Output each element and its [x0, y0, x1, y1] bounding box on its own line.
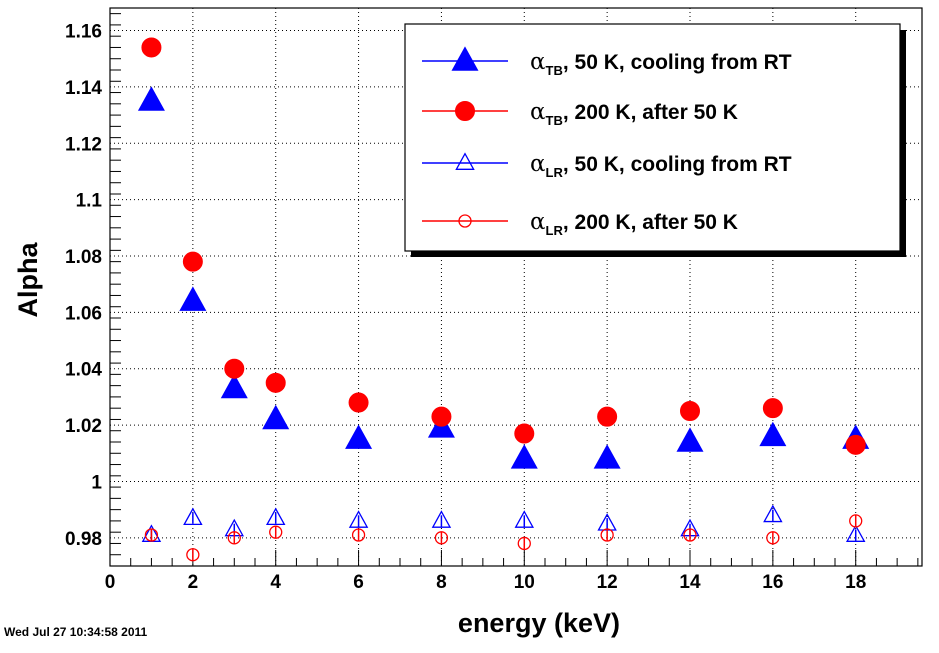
data-point — [141, 37, 162, 58]
series-4 — [144, 514, 863, 562]
y-tick-label: 1 — [91, 472, 102, 493]
y-tick-label: 1.14 — [65, 78, 102, 99]
y-tick-label: 1.12 — [65, 134, 102, 155]
data-point — [262, 404, 290, 430]
y-axis-label: Alpha — [13, 242, 43, 318]
legend-label: αLR, 50 K, cooling from RT — [530, 151, 792, 180]
legend-marker — [455, 152, 475, 170]
tick-labels: 0 2 4 6 8 10 12 14 16 18 0.98 1 1.02 1.04 1.06 1.08 1.1 1… — [65, 22, 866, 593]
data-point — [766, 531, 780, 545]
y-tick-label: 1.08 — [65, 247, 102, 268]
data-point — [517, 536, 531, 551]
data-point — [137, 86, 165, 111]
data-point — [680, 401, 700, 421]
data-point — [762, 398, 783, 419]
data-point — [220, 373, 248, 399]
data-point — [514, 423, 535, 444]
x-tick-label: 4 — [270, 572, 281, 593]
plot-border — [109, 7, 923, 567]
data-point — [510, 444, 538, 469]
x-tick-label: 6 — [353, 572, 364, 593]
x-tick-label: 0 — [105, 572, 116, 593]
legend-label: αTB, 50 K, cooling from RT — [530, 49, 792, 78]
legend-label: αTB, 200 K, after 50 K — [530, 99, 738, 128]
y-tick-label: 1.02 — [65, 416, 102, 437]
legend-marker — [455, 101, 475, 121]
legend-entry-2: αTB, 200 K, after 50 K — [422, 99, 738, 128]
y-tick-label: 1.1 — [76, 191, 103, 212]
data-point — [144, 528, 159, 542]
series-3 — [141, 504, 866, 542]
data-point — [265, 507, 286, 526]
data-point — [227, 531, 241, 545]
legend-box — [404, 23, 901, 252]
legend-marker — [458, 214, 472, 228]
legend-entry-3: αLR, 50 K, cooling from RT — [422, 151, 792, 180]
data-point — [593, 444, 621, 469]
data-point — [224, 358, 245, 379]
plot-frame — [109, 7, 923, 567]
y-tick-label: 1.04 — [65, 360, 102, 381]
legend: αTB, 50 K, cooling from RT αTB, 200 K, af… — [404, 23, 906, 257]
data-point — [845, 434, 866, 455]
x-tick-label: 10 — [514, 572, 535, 593]
legend-label: αLR, 200 K, after 50 K — [530, 209, 738, 238]
data-point — [351, 528, 366, 542]
legend-entry-4: αLR, 200 K, after 50 K — [422, 209, 738, 238]
data-points — [137, 37, 870, 562]
data-point — [676, 427, 704, 452]
y-tick-label: 1.06 — [65, 303, 102, 324]
data-point — [186, 548, 200, 562]
x-tick-label: 16 — [762, 572, 783, 593]
data-point — [683, 528, 697, 542]
x-axis-label: energy (keV) — [458, 608, 620, 638]
data-point — [269, 525, 283, 539]
data-point — [183, 507, 203, 526]
x-tick-label: 18 — [845, 572, 866, 593]
data-point — [431, 510, 452, 528]
data-point — [759, 421, 787, 447]
legend-marker — [451, 46, 479, 71]
x-tick-label: 8 — [436, 572, 447, 593]
y-tick-label: 0.98 — [65, 529, 102, 550]
data-point — [600, 528, 614, 542]
data-point — [345, 424, 373, 449]
data-point — [434, 531, 449, 545]
data-point — [348, 510, 369, 528]
timestamp: Wed Jul 27 10:34:58 2011 — [4, 625, 148, 639]
x-tick-label: 14 — [679, 572, 701, 593]
series-2 — [141, 37, 866, 455]
data-point — [597, 406, 618, 427]
data-point — [849, 514, 863, 528]
data-point — [763, 504, 783, 523]
data-point — [514, 510, 535, 528]
x-tick-label: 12 — [597, 572, 618, 593]
legend-entry-1: αTB, 50 K, cooling from RT — [422, 46, 792, 78]
axis-ticks — [109, 13, 919, 567]
data-point — [179, 286, 207, 311]
data-point — [265, 372, 286, 393]
data-point — [431, 406, 452, 427]
data-point — [845, 524, 866, 542]
y-tick-label: 1.16 — [65, 22, 102, 43]
data-point — [348, 392, 369, 413]
x-tick-label: 2 — [188, 572, 199, 593]
data-point — [182, 251, 203, 272]
